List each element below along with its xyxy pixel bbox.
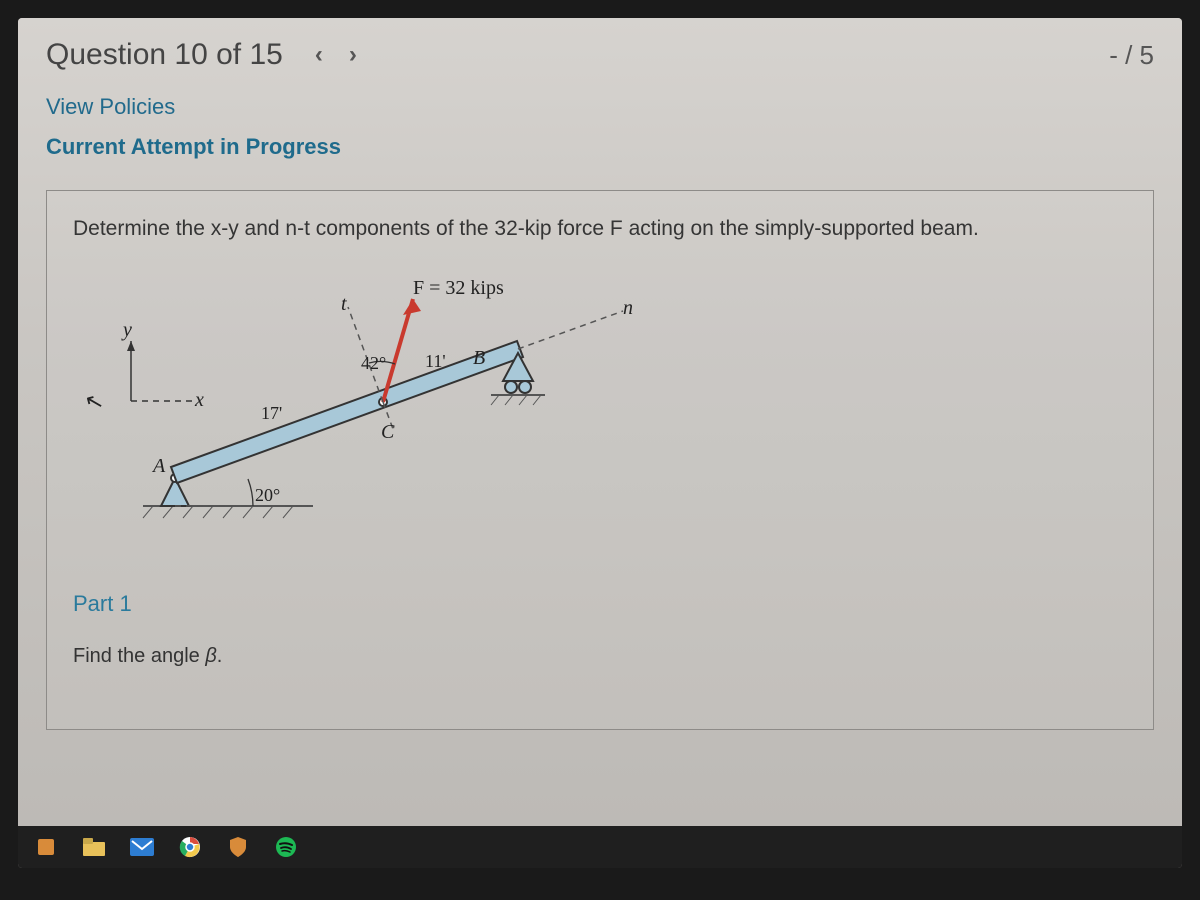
label-x: x [195, 389, 204, 412]
label-C: C [381, 421, 394, 444]
prev-question-button[interactable]: ‹ [315, 41, 323, 69]
angle-20-arc [248, 479, 253, 506]
part1-suffix: . [217, 645, 223, 667]
mail-icon[interactable] [120, 830, 164, 864]
app-screen: Question 10 of 15 ‹ › - / 5 View Policie… [18, 18, 1182, 868]
taskbar [18, 826, 1182, 868]
label-11: 11' [425, 351, 446, 372]
label-t: t [341, 293, 347, 316]
question-header: Question 10 of 15 ‹ › - / 5 [46, 38, 1154, 72]
content-area: Question 10 of 15 ‹ › - / 5 View Policie… [18, 18, 1182, 826]
beam [171, 341, 523, 483]
label-n: n [623, 297, 633, 320]
question-header-left: Question 10 of 15 ‹ › [46, 38, 357, 72]
label-17: 17' [261, 403, 282, 424]
notification-icon[interactable] [24, 830, 68, 864]
question-prompt: Determine the x-y and n-t components of … [73, 217, 1127, 241]
question-title: Question 10 of 15 [46, 38, 283, 72]
label-A: A [153, 455, 165, 478]
view-policies-link[interactable]: View Policies [46, 94, 1154, 120]
question-panel: Determine the x-y and n-t components of … [46, 190, 1154, 730]
label-angle-42: 42° [361, 353, 386, 374]
attempt-status: Current Attempt in Progress [46, 134, 1154, 166]
ground-A [143, 506, 313, 518]
next-question-button[interactable]: › [349, 41, 357, 69]
question-nav: ‹ › [315, 41, 357, 69]
label-angle-20: 20° [255, 485, 280, 506]
axis-n-line [518, 311, 623, 349]
diagram-svg [83, 271, 643, 551]
file-explorer-icon[interactable] [72, 830, 116, 864]
label-F: F = 32 kips [413, 277, 504, 300]
part1-instruction: Find the angle β. [73, 645, 1127, 668]
label-B: B [473, 347, 485, 370]
beta-symbol: β [205, 645, 216, 667]
chrome-icon[interactable] [168, 830, 212, 864]
label-y: y [123, 319, 132, 342]
spotify-icon[interactable] [264, 830, 308, 864]
part1-title: Part 1 [73, 591, 1127, 617]
shield-icon[interactable] [216, 830, 260, 864]
beam-diagram: ↖ [83, 271, 643, 551]
score-display: - / 5 [1109, 40, 1154, 71]
xy-axes [127, 341, 193, 401]
part1-prefix: Find the angle [73, 645, 205, 667]
